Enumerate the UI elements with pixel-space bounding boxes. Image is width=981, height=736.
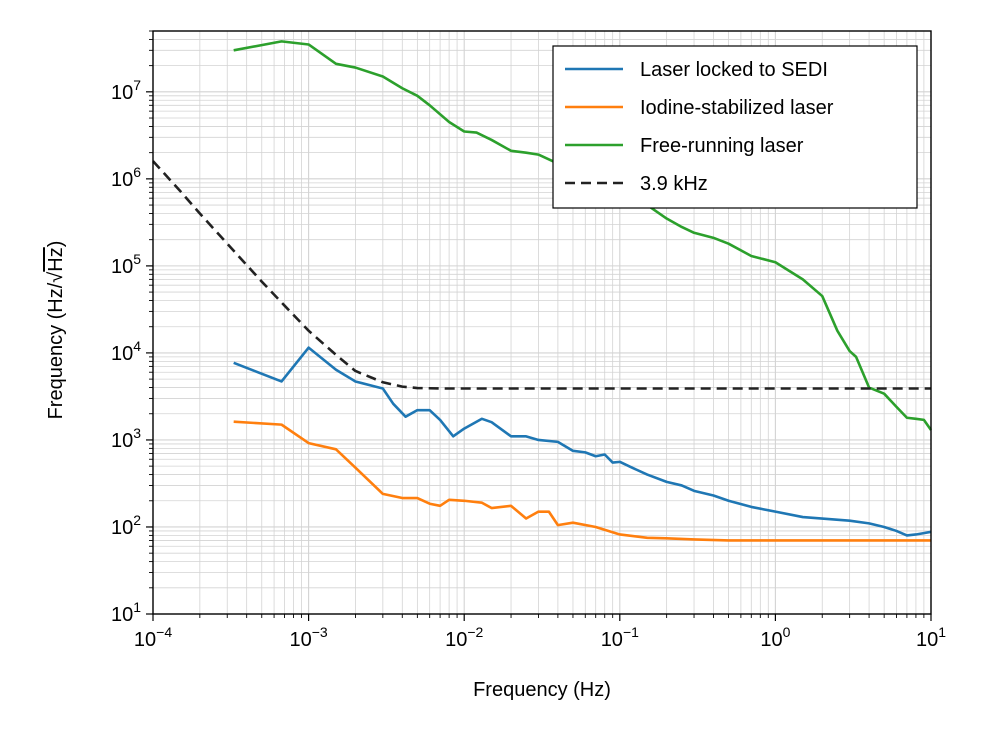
x-axis-label: Frequency (Hz) [473,679,611,701]
y-label-radical: √ [45,272,67,283]
y-axis-label: Frequency (Hz/√Hz) [45,241,67,420]
legend-label-3: Free-running laser [640,135,804,157]
y-tick-label: 106 [111,164,141,191]
svg-text:Frequency (Hz/√Hz): Frequency (Hz/√Hz) [45,241,67,420]
y-label-suffix: ) [45,241,67,248]
y-tick-label: 105 [111,251,141,278]
x-tick-label: 101 [916,624,946,651]
y-label-radicand: Hz [45,247,67,271]
x-tick-label: 10−4 [134,624,172,651]
legend-label-4: 3.9 kHz [640,173,708,195]
legend-label-2: Iodine-stabilized laser [640,97,834,119]
y-tick-label: 104 [111,338,141,365]
x-tick-label: 10−2 [445,624,483,651]
x-tick-label: 10−1 [601,624,639,651]
y-label-prefix: Frequency (Hz/ [45,282,67,419]
y-tick-label: 101 [111,599,141,626]
axis-ticks [146,30,932,621]
legend-label-1: Laser locked to SEDI [640,59,828,81]
legend: Laser locked to SEDI Iodine-stabilized la… [552,45,918,209]
plot-frame [152,30,932,615]
y-tick-label: 107 [111,77,141,104]
legend-box [552,45,918,209]
series-line-2 [233,420,931,542]
y-tick-label: 102 [111,512,141,539]
x-tick-label: 10−3 [289,624,327,651]
series-line-4 [152,160,931,390]
x-tick-label: 100 [760,624,790,651]
tick-labels: 10−4 10−3 10−2 10−1 100 101 101 102 103 104 105 106… [111,77,946,651]
series-line-1 [233,346,932,537]
y-tick-label: 103 [111,425,141,452]
